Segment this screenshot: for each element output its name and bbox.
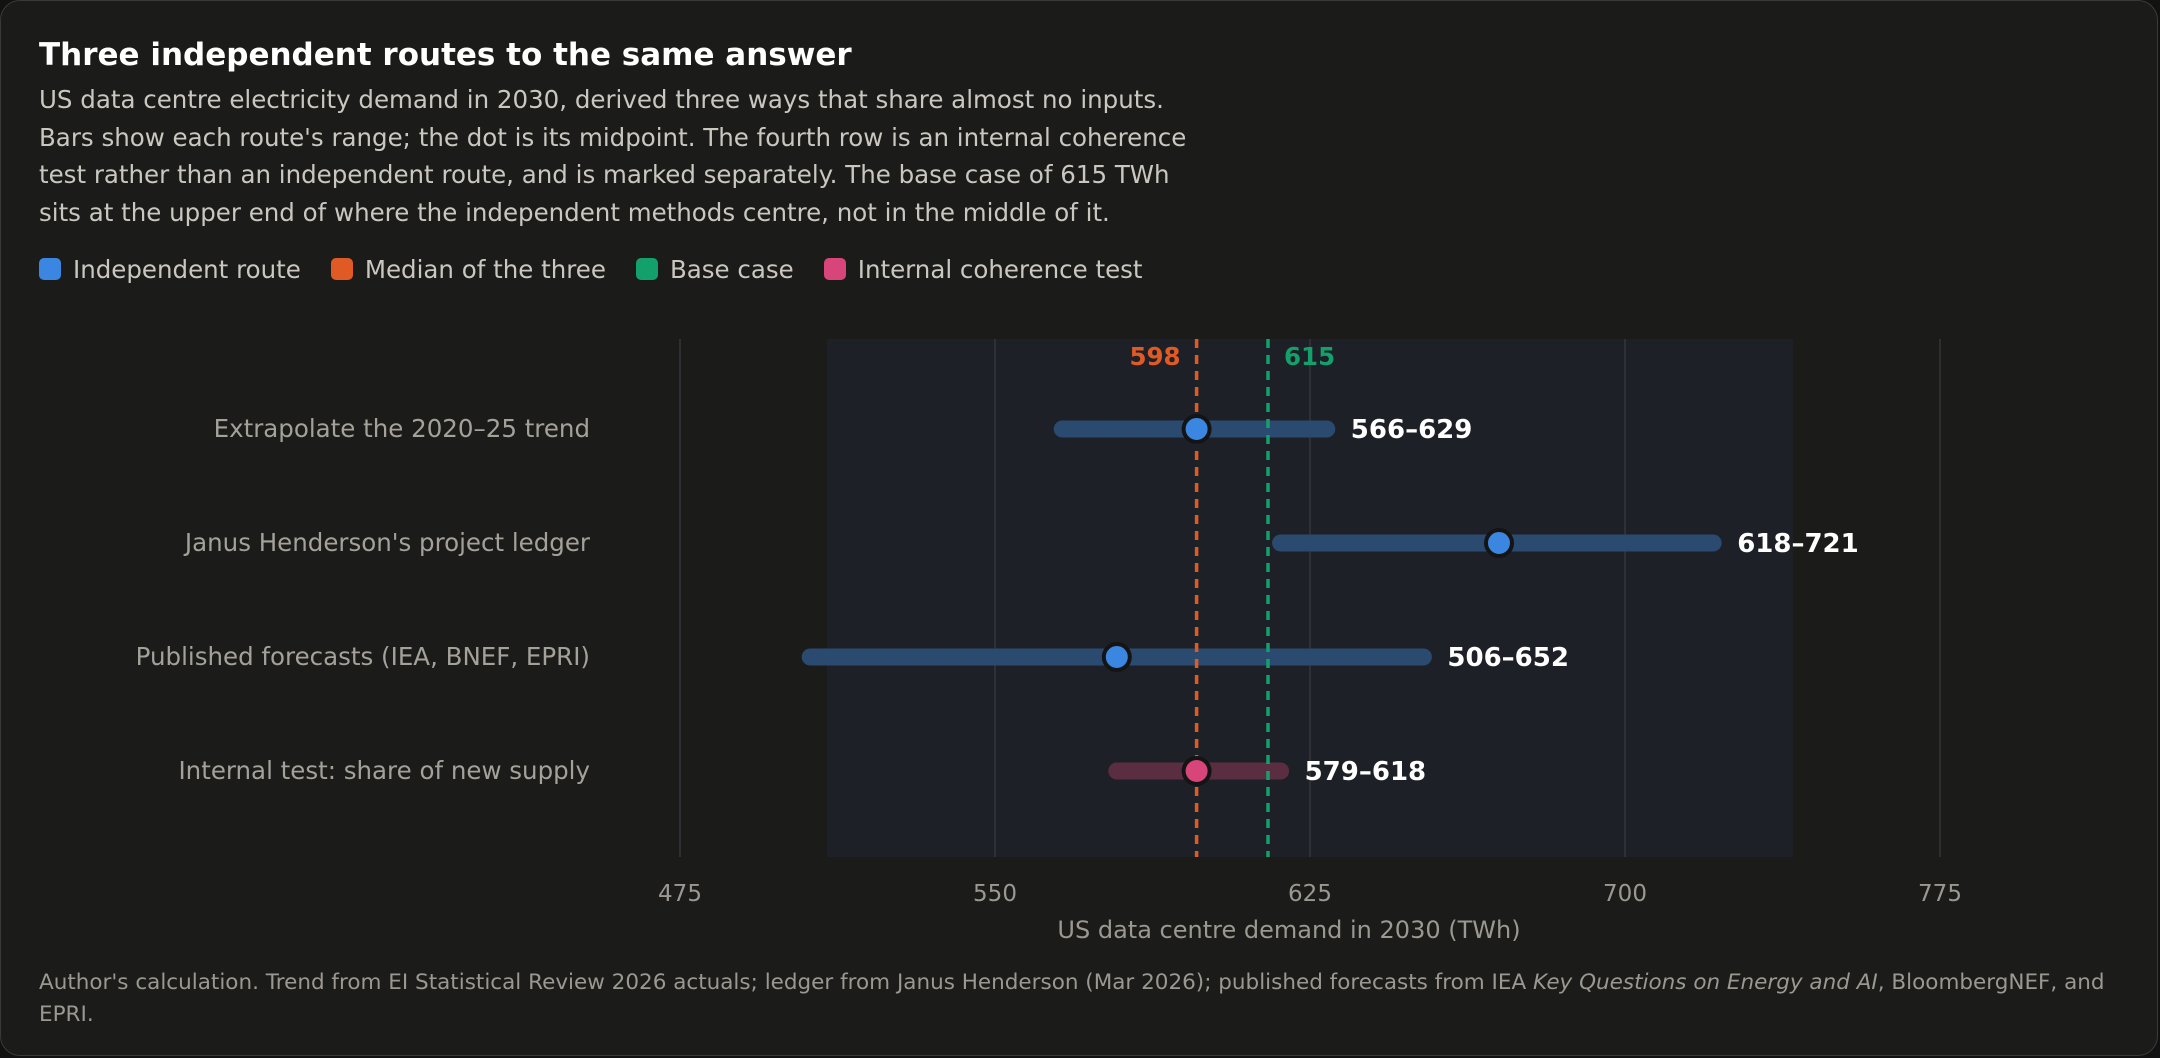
legend-item-base-case: Base case — [635, 254, 794, 284]
source-title: Key Questions on Energy and AI — [1533, 970, 1878, 995]
median-label: 598 — [1129, 342, 1180, 371]
midpoint-dot — [1484, 528, 1514, 558]
range-label: 506–652 — [1447, 643, 1569, 673]
legend-item-median: Median of the three — [330, 254, 606, 284]
legend: Independent route Median of the three Ba… — [39, 251, 1143, 287]
legend-label: Base case — [669, 254, 794, 284]
range-label: 566–629 — [1351, 415, 1473, 445]
x-tick-label: 700 — [1603, 881, 1647, 907]
x-axis-label: US data centre demand in 2030 (TWh) — [1057, 916, 1520, 944]
row-label: Published forecasts (IEA, BNEF, EPRI) — [136, 642, 590, 671]
row-label: Extrapolate the 2020–25 trend — [214, 414, 590, 443]
x-tick-label: 550 — [973, 881, 1017, 907]
x-tick-label: 625 — [1288, 881, 1332, 907]
subtitle-line: Bars show each route's range; the dot is… — [39, 122, 1187, 152]
subtitle-line: sits at the upper end of where the indep… — [39, 197, 1110, 227]
source-note: Author's calculation. Trend from EI Stat… — [39, 967, 2129, 1031]
row-label: Janus Henderson's project ledger — [183, 528, 591, 557]
midpoint-dot — [1101, 642, 1132, 672]
source-text: Author's calculation. Trend from EI Stat… — [39, 970, 1533, 995]
legend-swatch-independent — [39, 258, 61, 280]
range-label: 618–721 — [1737, 529, 1859, 559]
legend-label: Independent route — [73, 254, 301, 284]
x-tick-label: 475 — [658, 881, 702, 907]
legend-swatch-base-case — [635, 258, 658, 280]
midpoint-dot — [1181, 756, 1212, 786]
legend-item-coherence: Internal coherence test — [823, 254, 1143, 284]
range-label: 579–618 — [1305, 757, 1427, 787]
range-chart: 475 550 625 700 775 US data centre demand in … — [136, 339, 1962, 944]
subtitle-line: test rather than an independent route, a… — [39, 160, 1170, 189]
base-case-label: 615 — [1284, 342, 1335, 371]
legend-swatch-median — [330, 258, 353, 280]
midpoint-dot — [1181, 414, 1212, 444]
legend-item-independent: Independent route — [39, 255, 301, 284]
chart-subtitle: US data centre electricity demand in 203… — [39, 81, 1259, 231]
subtitle-line: US data centre electricity demand in 203… — [39, 85, 1164, 114]
legend-swatch-coherence — [823, 258, 846, 280]
legend-label: Median of the three — [364, 254, 606, 284]
row-label: Internal test: share of new supply — [178, 756, 590, 785]
x-tick-label: 775 — [1918, 881, 1962, 907]
source-text-end: , BloombergNEF, and EPRI. — [39, 970, 2105, 1027]
chart-title: Three independent routes to the same ans… — [39, 37, 852, 73]
legend-label: Internal coherence test — [857, 254, 1143, 284]
